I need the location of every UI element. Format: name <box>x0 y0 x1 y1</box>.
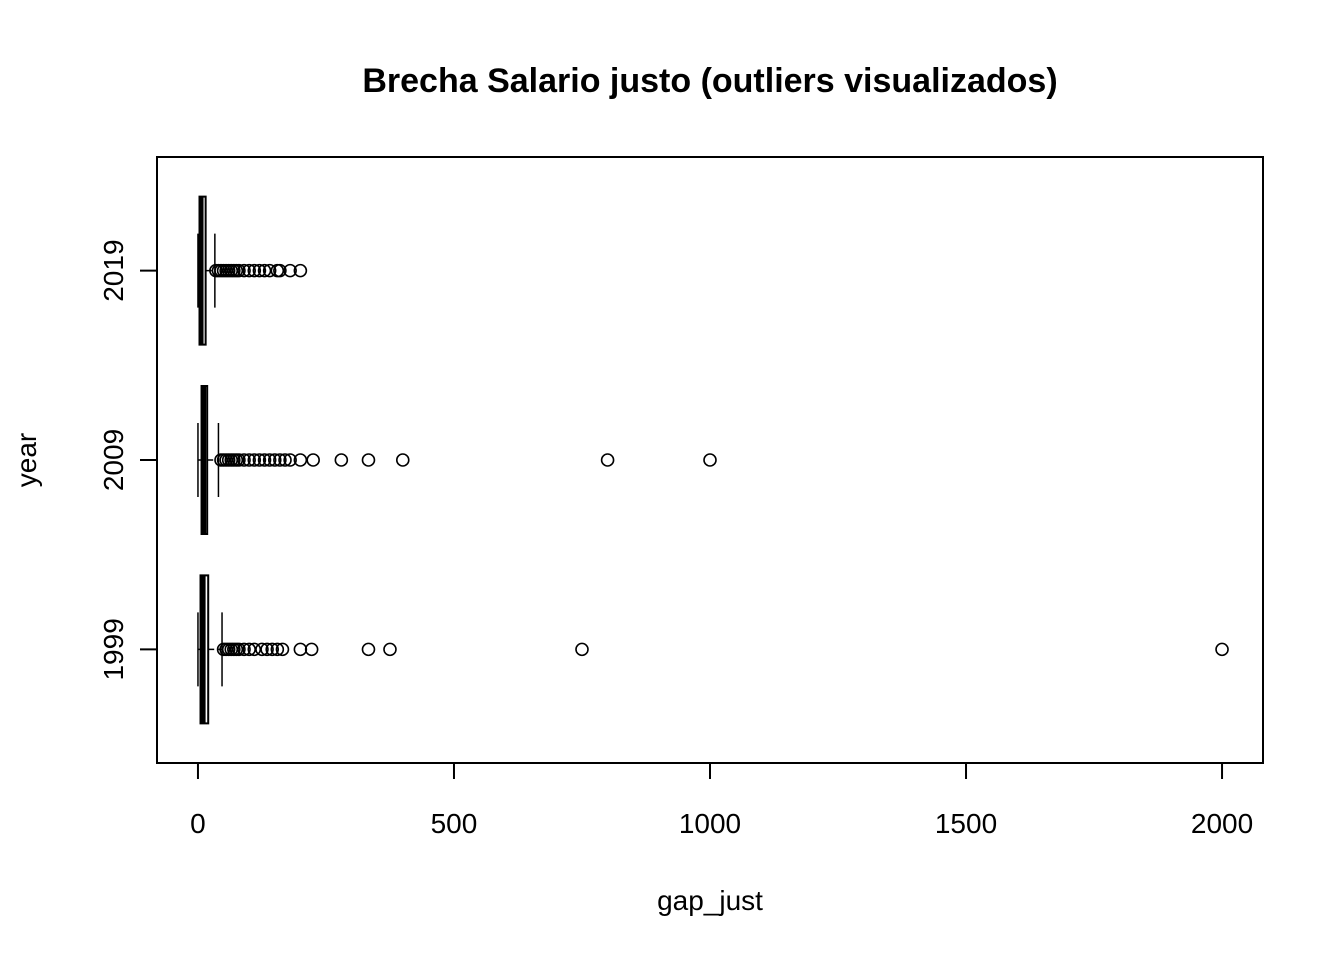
chart-title: Brecha Salario justo (outliers visualiza… <box>362 62 1057 100</box>
x-tick-label: 500 <box>431 808 478 839</box>
y-tick-label: 1999 <box>98 618 129 680</box>
outlier-point <box>703 453 717 467</box>
outlier-point <box>237 453 251 467</box>
outlier-point <box>270 642 285 657</box>
outlier-point <box>306 453 320 467</box>
plot-frame <box>156 156 1264 764</box>
outlier-point <box>304 642 319 657</box>
x-tick-label: 1500 <box>935 808 997 839</box>
outlier-point <box>283 453 297 467</box>
y-tick-label: 2009 <box>98 429 129 491</box>
outlier-point <box>293 263 308 278</box>
x-tick-label: 1000 <box>679 808 741 839</box>
outlier-point <box>262 453 277 467</box>
outlier-point <box>293 453 308 467</box>
y-tick-label: 2019 <box>98 239 129 301</box>
outlier-point <box>237 642 251 657</box>
box-group-1999 <box>197 574 1229 725</box>
outlier-point <box>242 642 256 657</box>
outlier-point <box>252 263 267 278</box>
outlier-point <box>361 642 376 657</box>
box-group-2009 <box>197 385 717 535</box>
outlier-point <box>278 453 292 467</box>
outlier-point <box>232 642 246 657</box>
outlier-point <box>600 453 615 467</box>
outlier-point <box>267 453 282 467</box>
outlier-point <box>361 453 376 467</box>
outlier-point <box>257 263 272 278</box>
outlier-point <box>273 263 287 278</box>
x-axis: 0 500 1000 1500 2000 <box>190 762 1253 839</box>
outlier-point <box>232 453 246 467</box>
outlier-point <box>383 642 397 657</box>
x-tick-label: 0 <box>190 808 206 839</box>
y-axis-label: year <box>11 433 42 487</box>
outlier-point <box>260 642 274 657</box>
outlier-point <box>283 263 297 278</box>
y-axis: 1999 2009 2019 <box>98 239 158 681</box>
boxes-layer <box>197 195 1229 725</box>
outlier-point <box>242 453 256 467</box>
outlier-point <box>242 263 256 278</box>
x-axis-label: gap_just <box>657 885 763 916</box>
outlier-point <box>247 263 262 278</box>
outlier-point <box>293 642 308 657</box>
outlier-point <box>575 642 589 657</box>
outlier-point <box>1215 642 1229 657</box>
outlier-point <box>237 263 251 278</box>
outlier-point <box>395 453 410 467</box>
outlier-point <box>265 642 280 657</box>
outlier-point <box>257 453 272 467</box>
x-tick-label: 2000 <box>1191 808 1253 839</box>
outlier-point <box>275 642 290 657</box>
outlier-point <box>247 642 262 657</box>
outlier-point <box>334 453 349 467</box>
box-group-2019 <box>197 195 308 346</box>
outlier-point <box>255 642 269 657</box>
outlier-point <box>252 453 267 467</box>
outlier-point <box>262 263 277 278</box>
outlier-point <box>247 453 262 467</box>
outlier-point <box>273 453 287 467</box>
outlier-point <box>232 263 246 278</box>
